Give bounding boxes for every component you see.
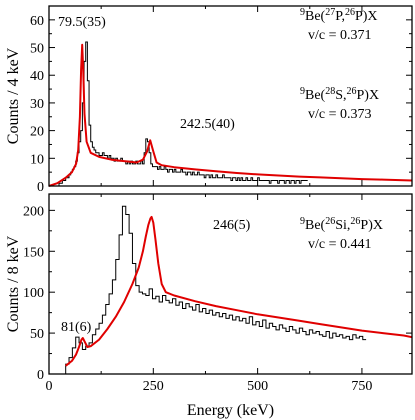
- bottom-y-tick-labels: 0 50 100 150 200: [23, 204, 44, 383]
- velocity-label: v/c = 0.441: [308, 237, 372, 252]
- fit-curve: [65, 215, 413, 367]
- top-y-axis-label: Counts / 4 keV: [5, 47, 22, 144]
- y-tick-label: 10: [30, 152, 44, 167]
- y-tick-label: 30: [30, 97, 44, 112]
- bottom-ticks: [48, 194, 412, 375]
- velocity-label: v/c = 0.371: [308, 28, 372, 43]
- y-tick-label: 40: [30, 69, 44, 84]
- bottom-x-tick-labels: 0 250 500 750: [46, 379, 373, 394]
- bottom-annotations: 9Be(26Si,26P)X v/c = 0.441 81(6) 246(5): [61, 216, 383, 335]
- bottom-panel: 0 50 100 150 200 0 250 500 750 9Be(26Si,26P)X v/…: [5, 193, 413, 419]
- reaction-label: 9Be(26Si,26P)X: [300, 216, 383, 233]
- peak-label: 246(5): [213, 218, 251, 233]
- bottom-fit-curve: [65, 215, 413, 367]
- top-histogram: [57, 41, 308, 187]
- x-tick-label: 250: [143, 379, 164, 394]
- peak-label: 79.5(35): [58, 15, 106, 30]
- y-tick-label: 150: [23, 245, 44, 260]
- top-ticks: [48, 6, 412, 187]
- reaction-label: 9Be(28S,26P)X: [300, 86, 379, 103]
- reaction-label: 9Be(27P,26P)X: [300, 7, 378, 24]
- bottom-y-axis-label: Counts / 8 keV: [5, 235, 22, 332]
- y-tick-label: 50: [30, 327, 44, 342]
- peak-label: 242.5(40): [180, 117, 235, 132]
- histogram-path: [57, 41, 308, 187]
- bottom-histogram: [65, 205, 367, 374]
- top-annotations: 9Be(27P,26P)X v/c = 0.371 9Be(28S,26P)X v/c…: [58, 7, 379, 132]
- y-tick-label: 200: [23, 204, 44, 219]
- velocity-label: v/c = 0.373: [308, 107, 372, 122]
- y-tick-label: 60: [30, 14, 44, 29]
- y-tick-label: 50: [30, 42, 44, 57]
- top-plot-frame: [48, 5, 413, 187]
- y-tick-label: 20: [30, 125, 44, 140]
- y-tick-label: 0: [37, 368, 44, 383]
- x-tick-label: 500: [247, 379, 268, 394]
- x-axis-label: Energy (keV): [187, 402, 274, 419]
- histogram-path: [65, 205, 367, 374]
- top-fit-curve: [48, 43, 413, 187]
- bottom-plot-frame: [48, 193, 413, 375]
- top-y-tick-labels: 0 10 20 30 40 50 60: [30, 14, 44, 195]
- x-tick-label: 750: [351, 379, 372, 394]
- fit-curve: [48, 43, 413, 187]
- y-tick-label: 0: [37, 180, 44, 195]
- y-tick-label: 100: [23, 286, 44, 301]
- peak-label: 81(6): [61, 320, 92, 335]
- x-tick-label: 0: [46, 379, 53, 394]
